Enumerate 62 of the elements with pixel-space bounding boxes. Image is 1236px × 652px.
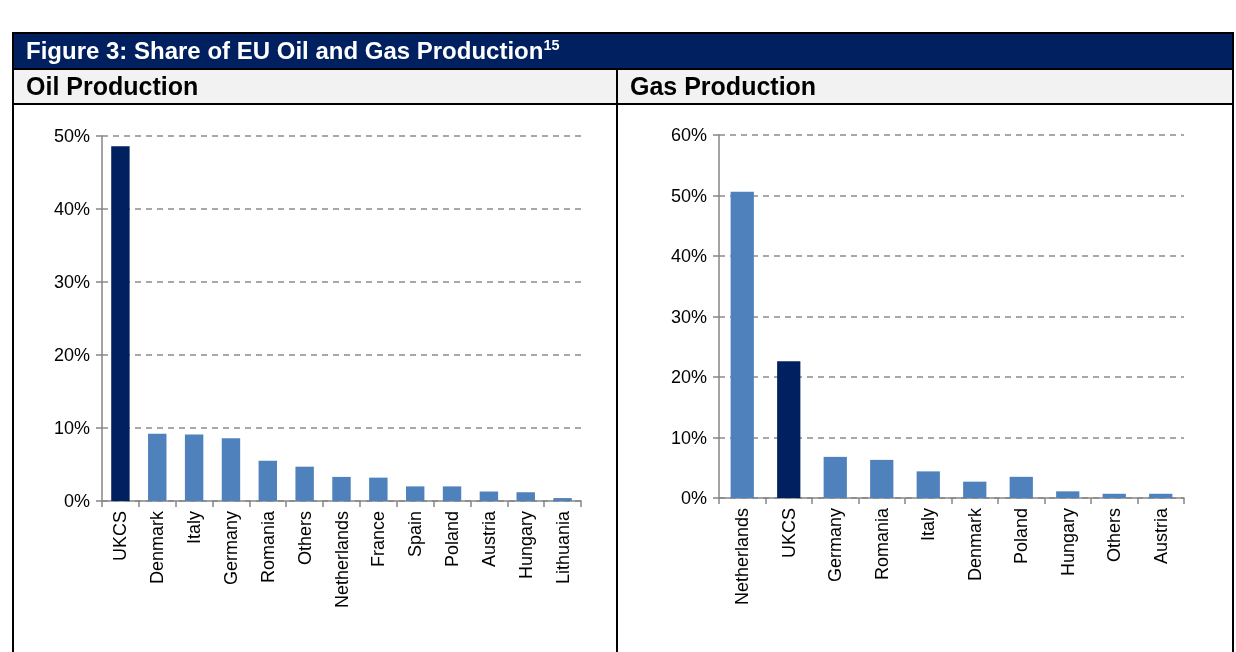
bar	[295, 466, 314, 501]
bar	[332, 476, 351, 501]
bar	[516, 492, 535, 501]
y-tick-label: 40%	[670, 246, 707, 266]
bar	[777, 361, 801, 498]
y-tick-label: 10%	[670, 427, 707, 448]
x-tick-label: Austria	[1150, 507, 1171, 565]
bar	[730, 191, 754, 498]
y-tick-label: 30%	[670, 306, 707, 327]
x-tick-label: Hungary	[515, 511, 536, 580]
bar	[405, 486, 425, 501]
x-tick-label: Poland	[1011, 508, 1032, 565]
bar	[916, 471, 940, 498]
bar	[1149, 493, 1173, 498]
x-tick-label: Denmark	[147, 510, 168, 585]
bar	[1009, 476, 1033, 498]
bar	[1102, 493, 1126, 498]
x-tick-label: Hungary	[1057, 508, 1078, 577]
y-tick-label: 50%	[670, 185, 707, 206]
y-tick-label: 20%	[670, 367, 707, 387]
bar	[111, 146, 130, 501]
y-tick-label: 40%	[53, 199, 90, 219]
y-tick-label: 50%	[53, 126, 90, 146]
bar	[1056, 491, 1080, 498]
chart-subtitle: Oil Production	[14, 68, 616, 105]
y-tick-label: 60%	[670, 125, 707, 145]
bar	[258, 460, 278, 501]
x-tick-label: Romania	[257, 510, 278, 584]
x-tick-label: Spain	[405, 511, 426, 558]
x-tick-label: Germany	[825, 508, 846, 583]
x-tick-label: Netherlands	[732, 508, 753, 606]
y-tick-label: 0%	[680, 488, 707, 508]
bar	[221, 438, 241, 501]
x-tick-label: Others	[294, 511, 315, 566]
bar	[553, 498, 572, 501]
bar	[479, 491, 499, 501]
bar	[369, 477, 388, 501]
bar	[823, 456, 847, 498]
x-tick-label: France	[368, 511, 389, 568]
x-tick-label: UKCS	[778, 508, 799, 559]
x-tick-label: Italy	[918, 508, 939, 542]
x-tick-label: UKCS	[110, 511, 131, 562]
x-tick-label: Lithuania	[552, 510, 573, 585]
x-tick-label: Denmark	[964, 507, 985, 582]
x-tick-label: Italy	[184, 511, 205, 545]
bar	[870, 459, 894, 498]
chart-title: Figure 3: Share of EU Oil and Gas Production$^{15}$	[14, 34, 1232, 68]
x-tick-label: Austria	[478, 510, 499, 568]
x-tick-label: Netherlands	[331, 511, 352, 609]
bar	[184, 434, 204, 501]
y-tick-label: 0%	[63, 491, 90, 511]
x-tick-label: Romania	[871, 507, 892, 581]
chart-subtitle: Gas Production	[618, 68, 1232, 105]
bar	[148, 433, 167, 501]
x-tick-label: Germany	[220, 511, 241, 586]
y-tick-label: 30%	[53, 272, 90, 292]
y-tick-label: 20%	[53, 345, 90, 365]
bar	[963, 481, 987, 498]
bar	[442, 486, 462, 501]
y-tick-label: 10%	[53, 418, 90, 438]
x-tick-label: Poland	[442, 511, 463, 568]
x-tick-label: Others	[1104, 508, 1125, 563]
